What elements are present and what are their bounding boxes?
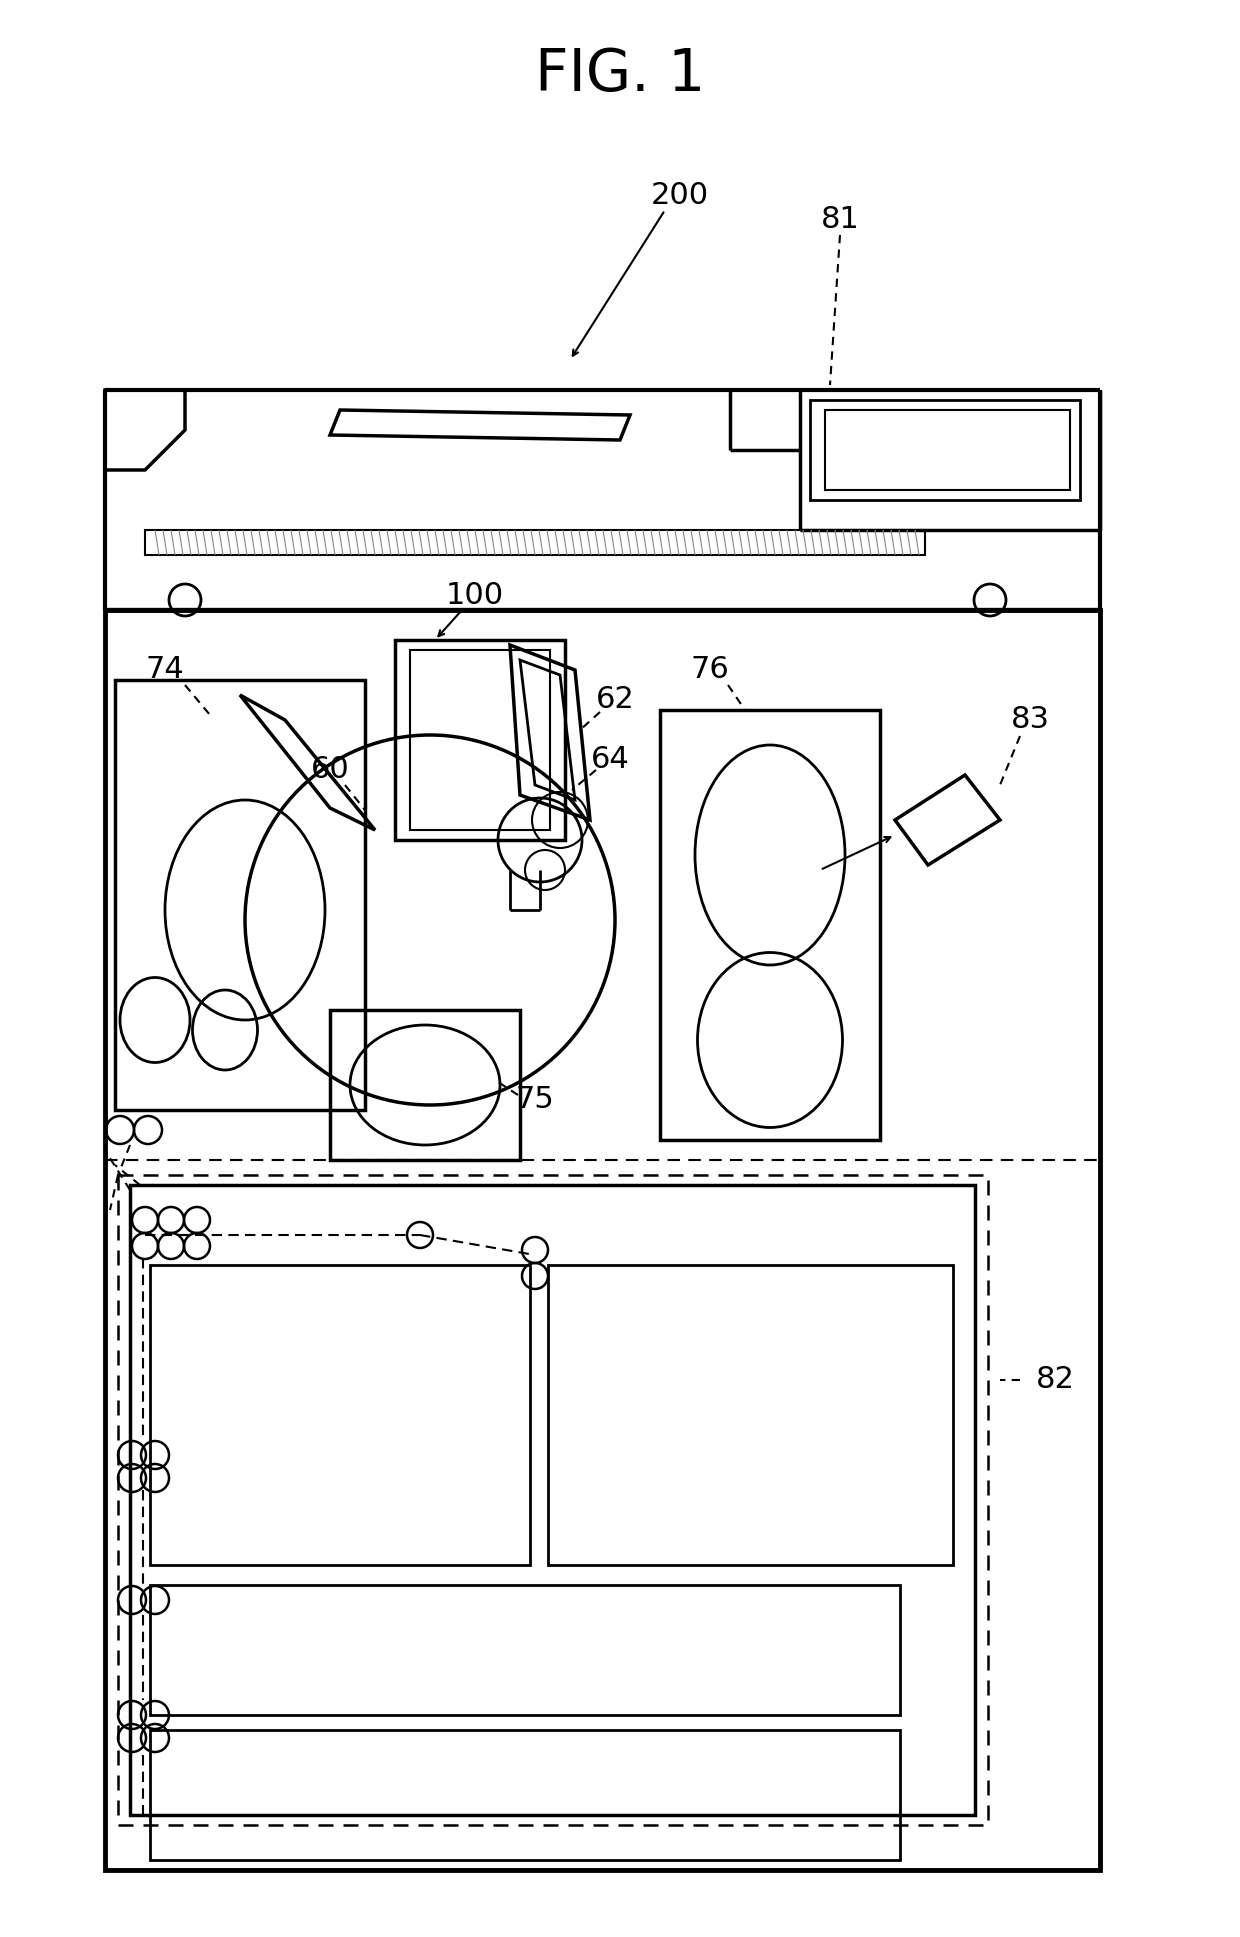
- Text: 64: 64: [590, 746, 630, 775]
- Bar: [105, 610, 1100, 1869]
- Text: 74: 74: [145, 655, 185, 684]
- Bar: [810, 401, 1080, 500]
- Text: 81: 81: [821, 205, 859, 234]
- Bar: [825, 411, 1070, 490]
- Bar: [150, 1265, 529, 1565]
- Bar: [548, 1265, 954, 1565]
- Bar: [118, 1176, 988, 1825]
- Bar: [130, 1185, 975, 1815]
- Text: 62: 62: [595, 686, 635, 715]
- Bar: [150, 1730, 900, 1860]
- Text: 76: 76: [691, 655, 729, 684]
- Text: 200: 200: [651, 180, 709, 209]
- Text: 60: 60: [311, 755, 350, 784]
- Bar: [410, 651, 551, 829]
- Bar: [145, 531, 925, 556]
- Bar: [396, 639, 565, 841]
- Text: 75: 75: [516, 1085, 554, 1114]
- Text: 83: 83: [1011, 705, 1049, 734]
- Bar: [115, 680, 365, 1110]
- Text: 100: 100: [446, 581, 505, 610]
- Text: 82: 82: [1035, 1366, 1074, 1395]
- Bar: [330, 1009, 520, 1160]
- Bar: [660, 711, 880, 1141]
- Bar: [150, 1584, 900, 1714]
- Text: FIG. 1: FIG. 1: [534, 46, 706, 103]
